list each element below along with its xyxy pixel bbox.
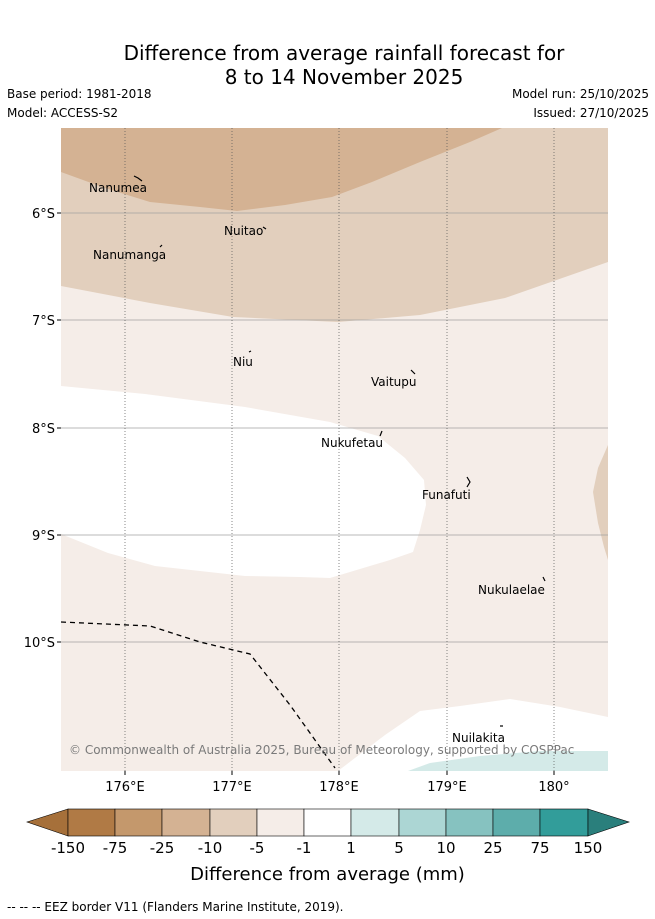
lon-tick-marks bbox=[124, 771, 555, 775]
eez-legend: -- -- -- EEZ border V11 (Flanders Marine… bbox=[7, 900, 344, 914]
lon-label-180: 180° bbox=[538, 780, 569, 795]
colorbar-bin-neg-25-75 bbox=[114, 808, 163, 837]
colorbar-bin-neg-5-10 bbox=[209, 808, 258, 837]
lon-label-176e: 176°E bbox=[105, 780, 145, 795]
colorbar-under-arrow bbox=[26, 808, 69, 837]
colorbar-tick-pos10: 10 bbox=[436, 839, 456, 857]
colorbar-tick-neg1: -1 bbox=[296, 839, 312, 857]
island-label-nanumanga: Nanumanga bbox=[93, 248, 166, 262]
colorbar-tick-neg5: -5 bbox=[249, 839, 265, 857]
island-label-nukufetau: Nukufetau bbox=[321, 436, 383, 450]
colorbar-bin-neg-1-5 bbox=[256, 808, 305, 837]
model-name: Model: ACCESS-S2 bbox=[7, 106, 119, 120]
region-neg-10-25 bbox=[61, 128, 502, 211]
island-label-vaitupu: Vaitupu bbox=[371, 375, 417, 389]
lat-label-10s: 10°S bbox=[24, 636, 55, 651]
island-label-niu: Niu bbox=[233, 355, 253, 369]
colorbar-tick-pos150: 150 bbox=[573, 839, 603, 857]
lat-label-7s: 7°S bbox=[32, 314, 55, 329]
colorbar-tick-neg75: -75 bbox=[102, 839, 128, 857]
lat-tick-marks bbox=[57, 212, 61, 643]
island-label-funafuti: Funafuti bbox=[422, 488, 471, 502]
colorbar-bin-pos-25-75 bbox=[492, 808, 541, 837]
colorbar-label: Difference from average (mm) bbox=[190, 864, 465, 885]
region-pos-1-5-south bbox=[408, 751, 608, 771]
lat-label-9s: 9°S bbox=[32, 529, 55, 544]
island-marks bbox=[133, 175, 546, 727]
colorbar-tick-neg10: -10 bbox=[197, 839, 223, 857]
island-label-nuilakita: Nuilakita bbox=[452, 731, 505, 745]
region-neg-5-10-east bbox=[593, 445, 608, 560]
lon-label-177e: 177°E bbox=[212, 780, 252, 795]
colorbar-bin-pos-1-5 bbox=[350, 808, 400, 837]
lat-label-6s: 6°S bbox=[32, 207, 55, 222]
meridians bbox=[124, 128, 555, 771]
colorbar-bin-neutral bbox=[303, 808, 352, 837]
island-label-nukulaelae: Nukulaelae bbox=[478, 583, 545, 597]
colorbar-tick-pos75: 75 bbox=[530, 839, 550, 857]
colorbar-tick-neg25: -25 bbox=[149, 839, 175, 857]
colorbar-bin-pos-5-10 bbox=[398, 808, 447, 837]
lon-label-178e: 178°E bbox=[319, 780, 359, 795]
colorbar-tick-pos25: 25 bbox=[483, 839, 503, 857]
lat-label-8s: 8°S bbox=[32, 422, 55, 437]
eez-border bbox=[60, 621, 336, 769]
issued-date: Issued: 27/10/2025 bbox=[533, 106, 649, 120]
copyright-notice: © Commonwealth of Australia 2025, Bureau… bbox=[69, 743, 574, 757]
graticule bbox=[61, 212, 608, 643]
model-run: Model run: 25/10/2025 bbox=[511, 87, 649, 101]
colorbar-over-arrow bbox=[587, 808, 630, 837]
island-label-nanumea: Nanumea bbox=[89, 181, 147, 195]
colorbar-tick-pos1: 1 bbox=[346, 839, 356, 857]
island-label-nuitao: Nuitao bbox=[224, 224, 263, 238]
colorbar-tick-neg150: -150 bbox=[50, 839, 86, 857]
colorbar-bin-pos-75-150 bbox=[539, 808, 589, 837]
colorbar-tick-pos5: 5 bbox=[394, 839, 404, 857]
region-neutral-center bbox=[61, 386, 426, 578]
colorbar-bin-pos-10-25 bbox=[445, 808, 494, 837]
colorbar bbox=[26, 808, 630, 837]
colorbar-bin-neg-10-25 bbox=[161, 808, 211, 837]
title-line-1: Difference from average rainfall forecas… bbox=[123, 41, 565, 65]
title-line-2: 8 to 14 November 2025 bbox=[224, 65, 464, 89]
lon-label-179e: 179°E bbox=[427, 780, 467, 795]
colorbar-bin-neg-75-150 bbox=[67, 808, 116, 837]
base-period: Base period: 1981-2018 bbox=[7, 87, 152, 101]
